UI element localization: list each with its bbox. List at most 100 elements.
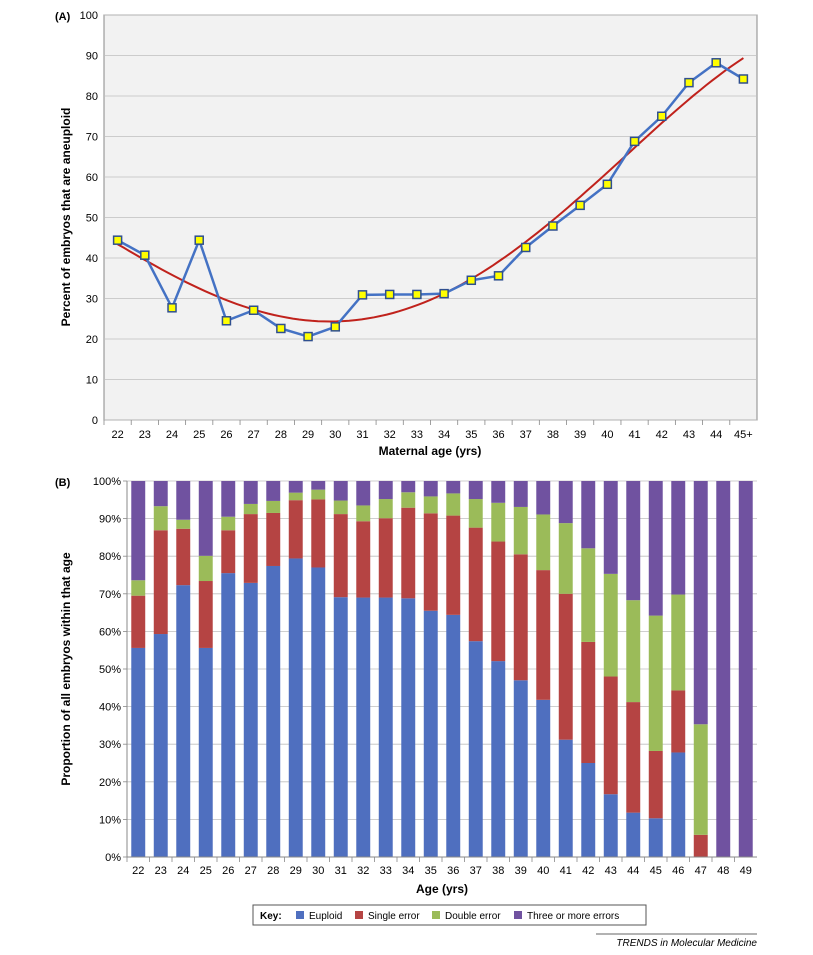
x-tick-label: 45+ <box>734 429 753 441</box>
x-tick-label: 35 <box>465 429 477 441</box>
bar-segment-double-error <box>288 492 303 501</box>
bar-segment-single-error <box>491 541 506 662</box>
panel-a-x-axis-title: Maternal age (yrs) <box>379 444 482 458</box>
bar-segment-three-or-more-errors <box>738 481 753 857</box>
y-tick-label: 20 <box>86 334 98 346</box>
bar-segment-single-error <box>468 527 483 642</box>
bar-segment-three-or-more-errors <box>491 481 506 503</box>
bar-segment-single-error <box>401 507 416 599</box>
panel-b-stacked-bars <box>131 481 753 857</box>
panel-a-x-ticks: 22 23 24 25 26 27 28 29 30 31 32 33 34 35 36 37 38 39 40 41… <box>103 420 753 441</box>
bar-segment-single-error <box>131 595 146 648</box>
data-point-marker <box>357 290 368 300</box>
data-point-marker <box>140 250 150 260</box>
data-point-marker <box>684 77 694 88</box>
x-tick-label: 35 <box>425 865 437 877</box>
data-point-marker <box>384 289 395 300</box>
bar-segment-three-or-more-errors <box>536 481 551 515</box>
bar-segment-single-error <box>693 834 708 857</box>
bar-segment-double-error <box>176 519 191 529</box>
x-tick-label: 29 <box>290 865 302 877</box>
data-point-marker <box>167 303 177 313</box>
x-tick-label: 29 <box>302 429 314 441</box>
y-tick-label: 40% <box>99 702 121 714</box>
x-tick-label: 31 <box>356 429 368 441</box>
x-tick-label: 28 <box>275 429 287 441</box>
panel-a-y-axis-title: Percent of embryos that are aneuploid <box>59 108 73 327</box>
bar-segment-three-or-more-errors <box>198 481 213 556</box>
y-tick-label: 30 <box>86 294 98 306</box>
x-tick-label: 38 <box>547 429 559 441</box>
bar-segment-three-or-more-errors <box>221 481 236 517</box>
bar-segment-single-error <box>581 641 596 763</box>
bar-segment-single-error <box>603 676 618 795</box>
y-tick-label: 60% <box>99 626 121 638</box>
y-tick-label: 0 <box>92 415 98 427</box>
bar-segment-three-or-more-errors <box>513 481 528 507</box>
bar-segment-double-error <box>198 555 213 582</box>
bar-segment-double-error <box>468 499 483 528</box>
bar-segment-single-error <box>198 581 213 648</box>
bar-segment-single-error <box>266 512 281 566</box>
x-tick-label: 41 <box>628 429 640 441</box>
legend: Key: Euploid Single error Double error T… <box>252 904 647 926</box>
bar-segment-single-error <box>333 514 348 598</box>
x-tick-label: 25 <box>200 865 212 877</box>
x-tick-label: 24 <box>177 865 189 877</box>
bar-segment-euploid <box>446 614 461 857</box>
bar-segment-single-error <box>423 513 438 611</box>
bar-segment-three-or-more-errors <box>581 481 596 549</box>
x-tick-label: 43 <box>683 429 695 441</box>
x-tick-label: 36 <box>447 865 459 877</box>
bar-segment-single-error <box>671 690 686 753</box>
bar-segment-double-error <box>491 502 506 542</box>
y-tick-label: 10% <box>99 814 121 826</box>
data-point-marker <box>112 235 123 245</box>
bar-segment-double-error <box>513 506 528 555</box>
x-tick-label: 27 <box>248 429 260 441</box>
bar-segment-double-error <box>558 523 573 594</box>
bar-segment-euploid <box>491 661 506 857</box>
data-point-marker <box>711 58 721 68</box>
bar-segment-single-error <box>221 530 236 574</box>
x-tick-label: 37 <box>470 865 482 877</box>
bar-segment-euploid <box>266 565 281 857</box>
bar-segment-three-or-more-errors <box>626 481 641 601</box>
bar-segment-double-error <box>423 496 438 514</box>
panel-a-label: (A) <box>55 11 71 23</box>
bar-segment-three-or-more-errors <box>671 481 686 595</box>
data-point-marker <box>520 242 531 253</box>
y-tick-label: 70% <box>99 589 121 601</box>
legend-label-three-or-more-errors: Three or more errors <box>527 911 619 922</box>
bar-segment-double-error <box>378 499 393 519</box>
bar-segment-euploid <box>288 558 303 857</box>
bar-segment-euploid <box>311 567 326 857</box>
bar-segment-single-error <box>176 528 191 586</box>
y-tick-label: 30% <box>99 739 121 751</box>
y-tick-label: 60 <box>86 172 98 184</box>
legend-swatch-euploid <box>296 911 304 919</box>
x-tick-label: 39 <box>515 865 527 877</box>
x-tick-label: 44 <box>710 429 722 441</box>
y-tick-label: 80% <box>99 551 121 563</box>
x-tick-label: 22 <box>132 865 144 877</box>
bar-segment-single-error <box>626 702 641 813</box>
bar-segment-double-error <box>311 489 326 500</box>
data-point-marker <box>738 74 749 84</box>
bar-segment-three-or-more-errors <box>356 481 371 506</box>
x-tick-label: 33 <box>380 865 392 877</box>
x-tick-label: 23 <box>155 865 167 877</box>
bar-segment-euploid <box>378 597 393 857</box>
bar-segment-euploid <box>603 794 618 857</box>
bar-segment-three-or-more-errors <box>131 481 146 581</box>
bar-segment-single-error <box>153 530 168 635</box>
data-point-marker <box>194 235 204 245</box>
panel-b-label: (B) <box>55 477 71 489</box>
bar-segment-single-error <box>446 515 461 615</box>
panel-b-x-ticks: 22 23 24 25 26 27 28 29 30 31 32 33 34 35 36 37 38 39 40 41… <box>126 857 752 877</box>
bar-segment-euploid <box>581 763 596 857</box>
bar-segment-euploid <box>648 818 663 857</box>
bar-segment-three-or-more-errors <box>266 481 281 501</box>
bar-segment-three-or-more-errors <box>716 481 731 857</box>
y-tick-label: 90% <box>99 514 121 526</box>
